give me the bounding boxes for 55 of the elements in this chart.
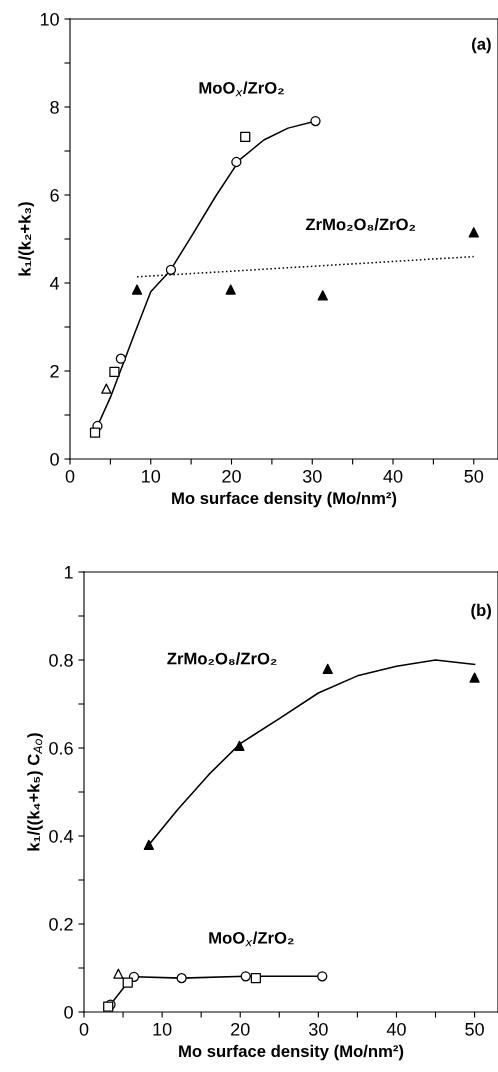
- point: [176, 972, 187, 984]
- y-tick-label: 4: [49, 277, 60, 290]
- point: [225, 284, 236, 295]
- y-axis-title: k₁/(k₂+k₃): [18, 202, 34, 276]
- y-axis-title: k₁/((k₄+k₅) C$_{Ao}$): [27, 733, 43, 851]
- y-tick-label: 0.4: [49, 829, 74, 843]
- x-tick-label: 50: [465, 1022, 484, 1036]
- point: [240, 131, 251, 143]
- point: [469, 672, 480, 683]
- x-axis-title: Mo surface density (Mo/nm²): [179, 1044, 404, 1061]
- annotation: (b): [471, 603, 491, 620]
- y-tick-label: 1: [64, 566, 73, 579]
- point: [317, 290, 328, 301]
- point: [468, 227, 479, 238]
- point: [317, 971, 328, 982]
- x-tick-label: 40: [383, 469, 403, 483]
- point: [101, 383, 112, 394]
- x-tick-label: 40: [386, 1022, 406, 1036]
- y-tick-label: 10: [40, 12, 59, 26]
- annotation: MoO$_{x}$/ZrO₂: [209, 931, 294, 947]
- annotation: ZrMo₂O₈/ZrO₂: [305, 218, 416, 231]
- point: [89, 427, 101, 438]
- x-tick-label: 30: [308, 1022, 328, 1036]
- annotation: MoO$_{x}$/ZrO₂: [199, 81, 284, 97]
- point: [165, 264, 177, 275]
- point: [310, 115, 321, 127]
- point: [240, 971, 251, 982]
- x-tick-label: 0: [79, 1022, 89, 1036]
- point: [113, 968, 124, 979]
- point: [109, 366, 120, 378]
- point: [115, 353, 127, 364]
- y-tick-label: 0.2: [49, 917, 73, 931]
- y-tick-label: 0.8: [49, 653, 73, 667]
- annotation: (a): [472, 37, 491, 54]
- y-tick-label: 2: [50, 364, 59, 378]
- y-tick-label: 8: [50, 100, 59, 114]
- point: [234, 740, 245, 751]
- x-tick-label: 30: [302, 469, 322, 483]
- x-tick-label: 10: [142, 469, 161, 483]
- point: [122, 977, 133, 988]
- x-tick-label: 50: [464, 469, 484, 483]
- x-axis-title: Mo surface density (Mo/nm²): [172, 491, 397, 508]
- y-tick-label: 6: [50, 188, 59, 202]
- x-tick-label: 20: [222, 469, 241, 483]
- y-tick-label: 0: [50, 452, 59, 466]
- y-tick-label: 0: [64, 1005, 73, 1019]
- x-tick-label: 20: [231, 1022, 250, 1036]
- annotation: ZrMo₂O₈/ZrO₂: [167, 652, 277, 665]
- point: [131, 284, 143, 295]
- point: [322, 663, 333, 674]
- y-tick-label: 0.6: [49, 741, 73, 755]
- point: [143, 839, 154, 850]
- point: [231, 156, 242, 168]
- point: [250, 972, 261, 984]
- x-tick-label: 10: [153, 1022, 172, 1036]
